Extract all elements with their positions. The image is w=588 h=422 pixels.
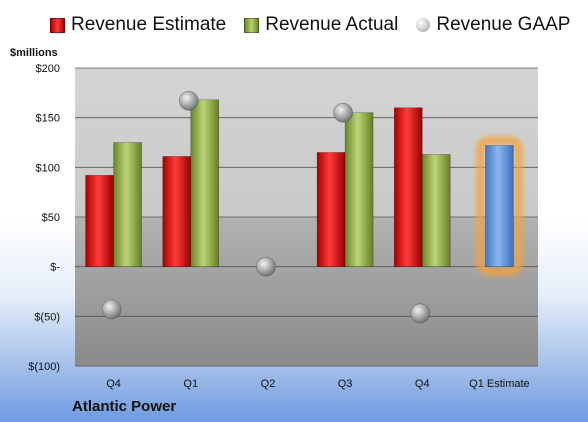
y-tick-label: $150 xyxy=(36,113,60,125)
bar-revenue-estimate xyxy=(162,156,192,267)
x-tick-label: Q3 xyxy=(338,378,353,390)
x-tick-label: Q2 xyxy=(261,378,276,390)
y-tick-label: $(50) xyxy=(34,311,60,323)
y-tick-label: $50 xyxy=(42,212,60,224)
x-tick-label: Q4 xyxy=(106,378,121,390)
bar-revenue-estimate xyxy=(85,174,114,267)
y-ticks: $200 $150 $100 $50 $- $(50) $(100) xyxy=(28,63,60,373)
bar-q1-estimate xyxy=(485,145,514,267)
legend-item-actual: Revenue Actual xyxy=(244,14,398,36)
x-tick-label: Q4 xyxy=(415,378,430,390)
y-tick-label: $- xyxy=(50,262,60,274)
chart-marks xyxy=(85,90,522,324)
y-axis-label: $millions xyxy=(10,47,58,59)
legend-label-actual: Revenue Actual xyxy=(265,14,399,35)
bar-revenue-actual xyxy=(421,154,451,267)
legend-item-estimate: Revenue Estimate xyxy=(50,14,226,36)
legend-swatch-gaap xyxy=(416,18,431,32)
bar-revenue-actual xyxy=(113,142,142,267)
bar-revenue-estimate xyxy=(393,107,423,267)
legend-swatch-estimate xyxy=(50,17,65,33)
point-revenue-gaap xyxy=(256,256,276,277)
point-revenue-gaap xyxy=(178,90,199,111)
legend-label-estimate: Revenue Estimate xyxy=(71,14,227,35)
bar-highlight-glow xyxy=(476,136,522,276)
x-ticks: Q4 Q1 Q2 Q3 Q4 Q1 Estimate xyxy=(106,378,529,390)
bar-revenue-actual xyxy=(344,112,374,267)
company-name: Atlantic Power xyxy=(72,398,177,415)
legend: Revenue Estimate Revenue Actual Revenue … xyxy=(50,14,570,36)
legend-swatch-actual xyxy=(244,17,260,33)
point-revenue-gaap xyxy=(410,303,431,324)
legend-item-gaap: Revenue GAAP xyxy=(416,14,570,36)
bar-revenue-estimate xyxy=(316,152,346,267)
y-tick-label: $200 xyxy=(36,63,60,75)
x-tick-label: Q1 xyxy=(183,378,198,390)
bar-revenue-actual xyxy=(190,99,220,267)
point-revenue-gaap xyxy=(333,102,353,123)
x-tick-label: Q1 Estimate xyxy=(469,378,530,390)
point-revenue-gaap xyxy=(101,299,122,320)
legend-label-gaap: Revenue GAAP xyxy=(436,14,571,35)
gridlines xyxy=(75,67,538,367)
y-tick-label: $100 xyxy=(36,162,60,174)
y-tick-label: $(100) xyxy=(28,361,60,373)
